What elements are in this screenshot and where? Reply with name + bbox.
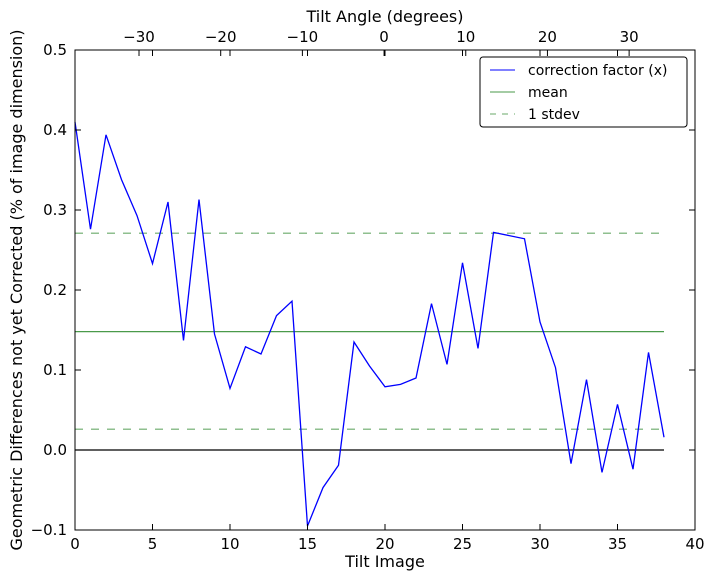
top-x-tick-label: −10 (287, 28, 319, 46)
top-x-tick-label: 0 (379, 28, 389, 46)
y-tick-label: 0.5 (43, 41, 67, 59)
top-x-tick-label: 20 (538, 28, 557, 46)
x-tick-label: 30 (530, 535, 549, 553)
x-axis-label: Tilt Image (344, 552, 425, 571)
top-x-axis-label: Tilt Angle (degrees) (305, 7, 463, 26)
legend: correction factor (x) mean 1 stdev (479, 56, 688, 128)
x-tick-label: 40 (685, 535, 704, 553)
x-tick-label: 20 (375, 535, 394, 553)
x-tick-label: 0 (70, 535, 80, 553)
y-tick-label: 0.4 (43, 121, 67, 139)
legend-label-stdev: 1 stdev (528, 107, 580, 123)
x-tick-label: 15 (298, 535, 317, 553)
top-x-tick-label: −20 (205, 28, 237, 46)
y-axis-label: Geometric Differences not yet Corrected … (7, 29, 26, 550)
y-tick-label: 0.2 (43, 281, 67, 299)
y-tick-label: 0.1 (43, 361, 67, 379)
correction-factor-line (74, 121, 665, 527)
legend-label-correction: correction factor (x) (528, 63, 667, 79)
legend-label-mean: mean (528, 85, 568, 101)
y-tick-label: −0.1 (31, 521, 67, 539)
x-tick-label: 5 (148, 535, 158, 553)
y-tick-label: 0.0 (43, 441, 67, 459)
axes-frame (74, 49, 696, 531)
top-x-tick-label: 10 (456, 28, 475, 46)
top-x-tick-label: 30 (620, 28, 639, 46)
x-tick-label: 25 (453, 535, 472, 553)
y-tick-label: 0.3 (43, 201, 67, 219)
x-tick-label: 10 (220, 535, 239, 553)
x-tick-label: 35 (608, 535, 627, 553)
legend-box (479, 56, 688, 128)
top-x-tick-label: −30 (123, 28, 155, 46)
